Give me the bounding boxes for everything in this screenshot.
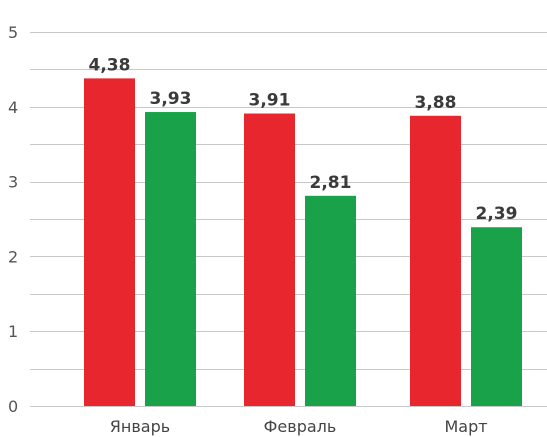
x-tick-label: Январь xyxy=(110,417,170,436)
data-label: 3,88 xyxy=(415,93,457,113)
bar xyxy=(145,112,196,406)
x-tick-label: Февраль xyxy=(264,417,337,436)
bar xyxy=(471,227,522,406)
data-label: 4,38 xyxy=(89,55,131,75)
y-tick-label: 2 xyxy=(8,247,18,266)
data-label: 3,91 xyxy=(249,91,291,111)
data-labels: 4,38 3,93 3,91 2,81 3,88 2,39 xyxy=(89,55,518,224)
y-tick-label: 3 xyxy=(8,173,18,192)
data-label: 2,81 xyxy=(310,173,352,193)
y-tick-label: 1 xyxy=(8,322,18,341)
y-tick-label: 5 xyxy=(8,23,18,42)
bars xyxy=(84,78,522,407)
y-axis-ticks: 0 1 2 3 4 5 xyxy=(8,23,18,416)
y-tick-label: 4 xyxy=(8,98,18,117)
data-label: 2,39 xyxy=(476,204,518,224)
x-axis-categories: Январь Февраль Март xyxy=(110,417,488,436)
bar xyxy=(244,113,295,407)
bar xyxy=(84,78,135,406)
bar xyxy=(305,195,356,406)
data-label: 3,93 xyxy=(150,89,192,109)
x-tick-label: Март xyxy=(444,417,487,436)
bar xyxy=(410,115,461,406)
y-tick-label: 0 xyxy=(8,397,18,416)
